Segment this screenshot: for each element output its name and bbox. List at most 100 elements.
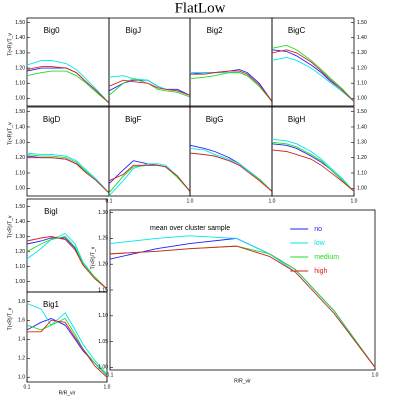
- x-tick-label: 0.1: [24, 384, 31, 390]
- x-tick-label: 1.0: [187, 198, 194, 204]
- x-tick-label: 0.1: [106, 198, 113, 204]
- legend-label: no: [314, 226, 322, 233]
- series-line: [26, 236, 108, 290]
- series-line: [108, 164, 191, 194]
- y-tick-label: 1.30: [357, 50, 367, 56]
- y-tick-label: 1.0: [18, 375, 25, 381]
- annotation: mean over cluster sample: [150, 225, 230, 232]
- panel-title: BigJ: [126, 26, 142, 35]
- y-tick-label: 1.40: [357, 35, 367, 41]
- panel-title: BigC: [288, 26, 306, 35]
- x-tick-label: 1.0: [351, 198, 358, 204]
- y-tick-label: 1.4: [18, 337, 25, 343]
- y-tick-label: 1.10: [357, 81, 367, 87]
- y-tick-label: 1.30: [15, 234, 25, 240]
- series-line: [108, 164, 191, 192]
- series-line: [108, 79, 191, 96]
- series-line: [27, 157, 110, 194]
- y-tick-label: 1.50: [15, 204, 25, 210]
- series-line: [189, 147, 273, 192]
- x-tick-label: 1.0: [372, 372, 379, 378]
- x-tick-label: 1.0: [269, 198, 276, 204]
- series-line: [109, 245, 376, 368]
- y-tick-label: 1.20: [15, 65, 25, 71]
- panel-frame: [189, 106, 273, 197]
- series-line: [271, 56, 355, 102]
- y-tick-label: 1.00: [357, 186, 367, 192]
- y-tick-label: 1.8: [18, 299, 25, 305]
- series-line: [26, 60, 110, 104]
- panel-title: BigD: [43, 115, 61, 124]
- series-line: [189, 72, 273, 102]
- series-line: [271, 49, 355, 102]
- series-line: [190, 70, 273, 102]
- series-line: [108, 163, 191, 197]
- panel-title: BigG: [206, 115, 224, 124]
- y-tick-label: 1.50: [15, 109, 25, 115]
- panel-title: Big1: [43, 300, 60, 309]
- y-tick-label: 1.10: [98, 313, 108, 319]
- series-line: [26, 70, 110, 104]
- series-line: [26, 155, 110, 194]
- panel-frame: [26, 291, 108, 383]
- y-tick-label: 1.30: [15, 140, 25, 146]
- panel-frame: [271, 106, 355, 197]
- y-tick-label: 1.30: [98, 210, 108, 216]
- series-line: [189, 152, 273, 192]
- x-tick-label: 0.1: [107, 372, 114, 378]
- y-tick-label: 1.20: [357, 155, 367, 161]
- series-line: [108, 79, 191, 96]
- y-tick-label: 1.50: [357, 20, 367, 26]
- y-axis-label: T(<R)/T_v: [7, 307, 13, 330]
- series-line: [26, 236, 108, 290]
- y-tick-label: 1.00: [357, 96, 367, 102]
- legend-label: medium: [314, 254, 339, 261]
- y-tick-label: 1.30: [357, 140, 367, 146]
- y-axis-label: T(<R)/T_v: [90, 246, 96, 269]
- series-line: [26, 66, 110, 104]
- x-axis-label: R/R_vir: [59, 390, 76, 396]
- panel-title: BigH: [288, 115, 306, 124]
- y-tick-label: 1.40: [15, 219, 25, 225]
- y-tick-label: 1.40: [357, 124, 367, 130]
- legend-label: low: [314, 240, 325, 247]
- panel-frame: [26, 106, 110, 197]
- series-line: [108, 78, 191, 98]
- panel-title: Big0: [44, 26, 61, 35]
- y-tick-label: 1.20: [15, 155, 25, 161]
- y-axis-label: T(<R)/T_v: [7, 122, 13, 145]
- panel-frame: [109, 209, 376, 371]
- panel-frame: [271, 17, 355, 107]
- series-line: [271, 141, 355, 192]
- y-tick-label: 1.10: [15, 264, 25, 270]
- y-tick-label: 1.05: [98, 339, 108, 345]
- x-tick-label: 1.0: [104, 384, 111, 390]
- series-line: [271, 149, 355, 192]
- figure-title: FlatLow: [175, 0, 226, 16]
- y-tick-label: 1.00: [15, 186, 25, 192]
- x-axis-label: R/R_vir: [234, 378, 251, 384]
- y-tick-label: 1.10: [357, 170, 367, 176]
- y-tick-label: 1.30: [15, 50, 25, 56]
- y-tick-label: 1.6: [18, 318, 25, 324]
- y-tick-label: 1.25: [98, 236, 108, 242]
- y-tick-label: 1.20: [15, 249, 25, 255]
- y-tick-label: 1.2: [18, 356, 25, 362]
- series-line: [27, 319, 108, 378]
- legend-label: high: [314, 268, 327, 275]
- y-tick-label: 1.10: [15, 170, 25, 176]
- series-line: [109, 245, 376, 368]
- y-tick-label: 1.40: [15, 124, 25, 130]
- y-tick-label: 1.40: [15, 35, 25, 41]
- series-line: [26, 302, 108, 375]
- y-tick-label: 1.20: [98, 262, 108, 268]
- y-tick-label: 1.00: [15, 279, 25, 285]
- series-line: [26, 152, 110, 194]
- y-tick-label: 1.50: [15, 20, 25, 26]
- y-tick-label: 1.00: [98, 365, 108, 371]
- series-line: [271, 138, 355, 192]
- y-tick-label: 1.10: [15, 81, 25, 87]
- y-tick-label: 1.20: [357, 65, 367, 71]
- panel-title: BigF: [125, 115, 142, 124]
